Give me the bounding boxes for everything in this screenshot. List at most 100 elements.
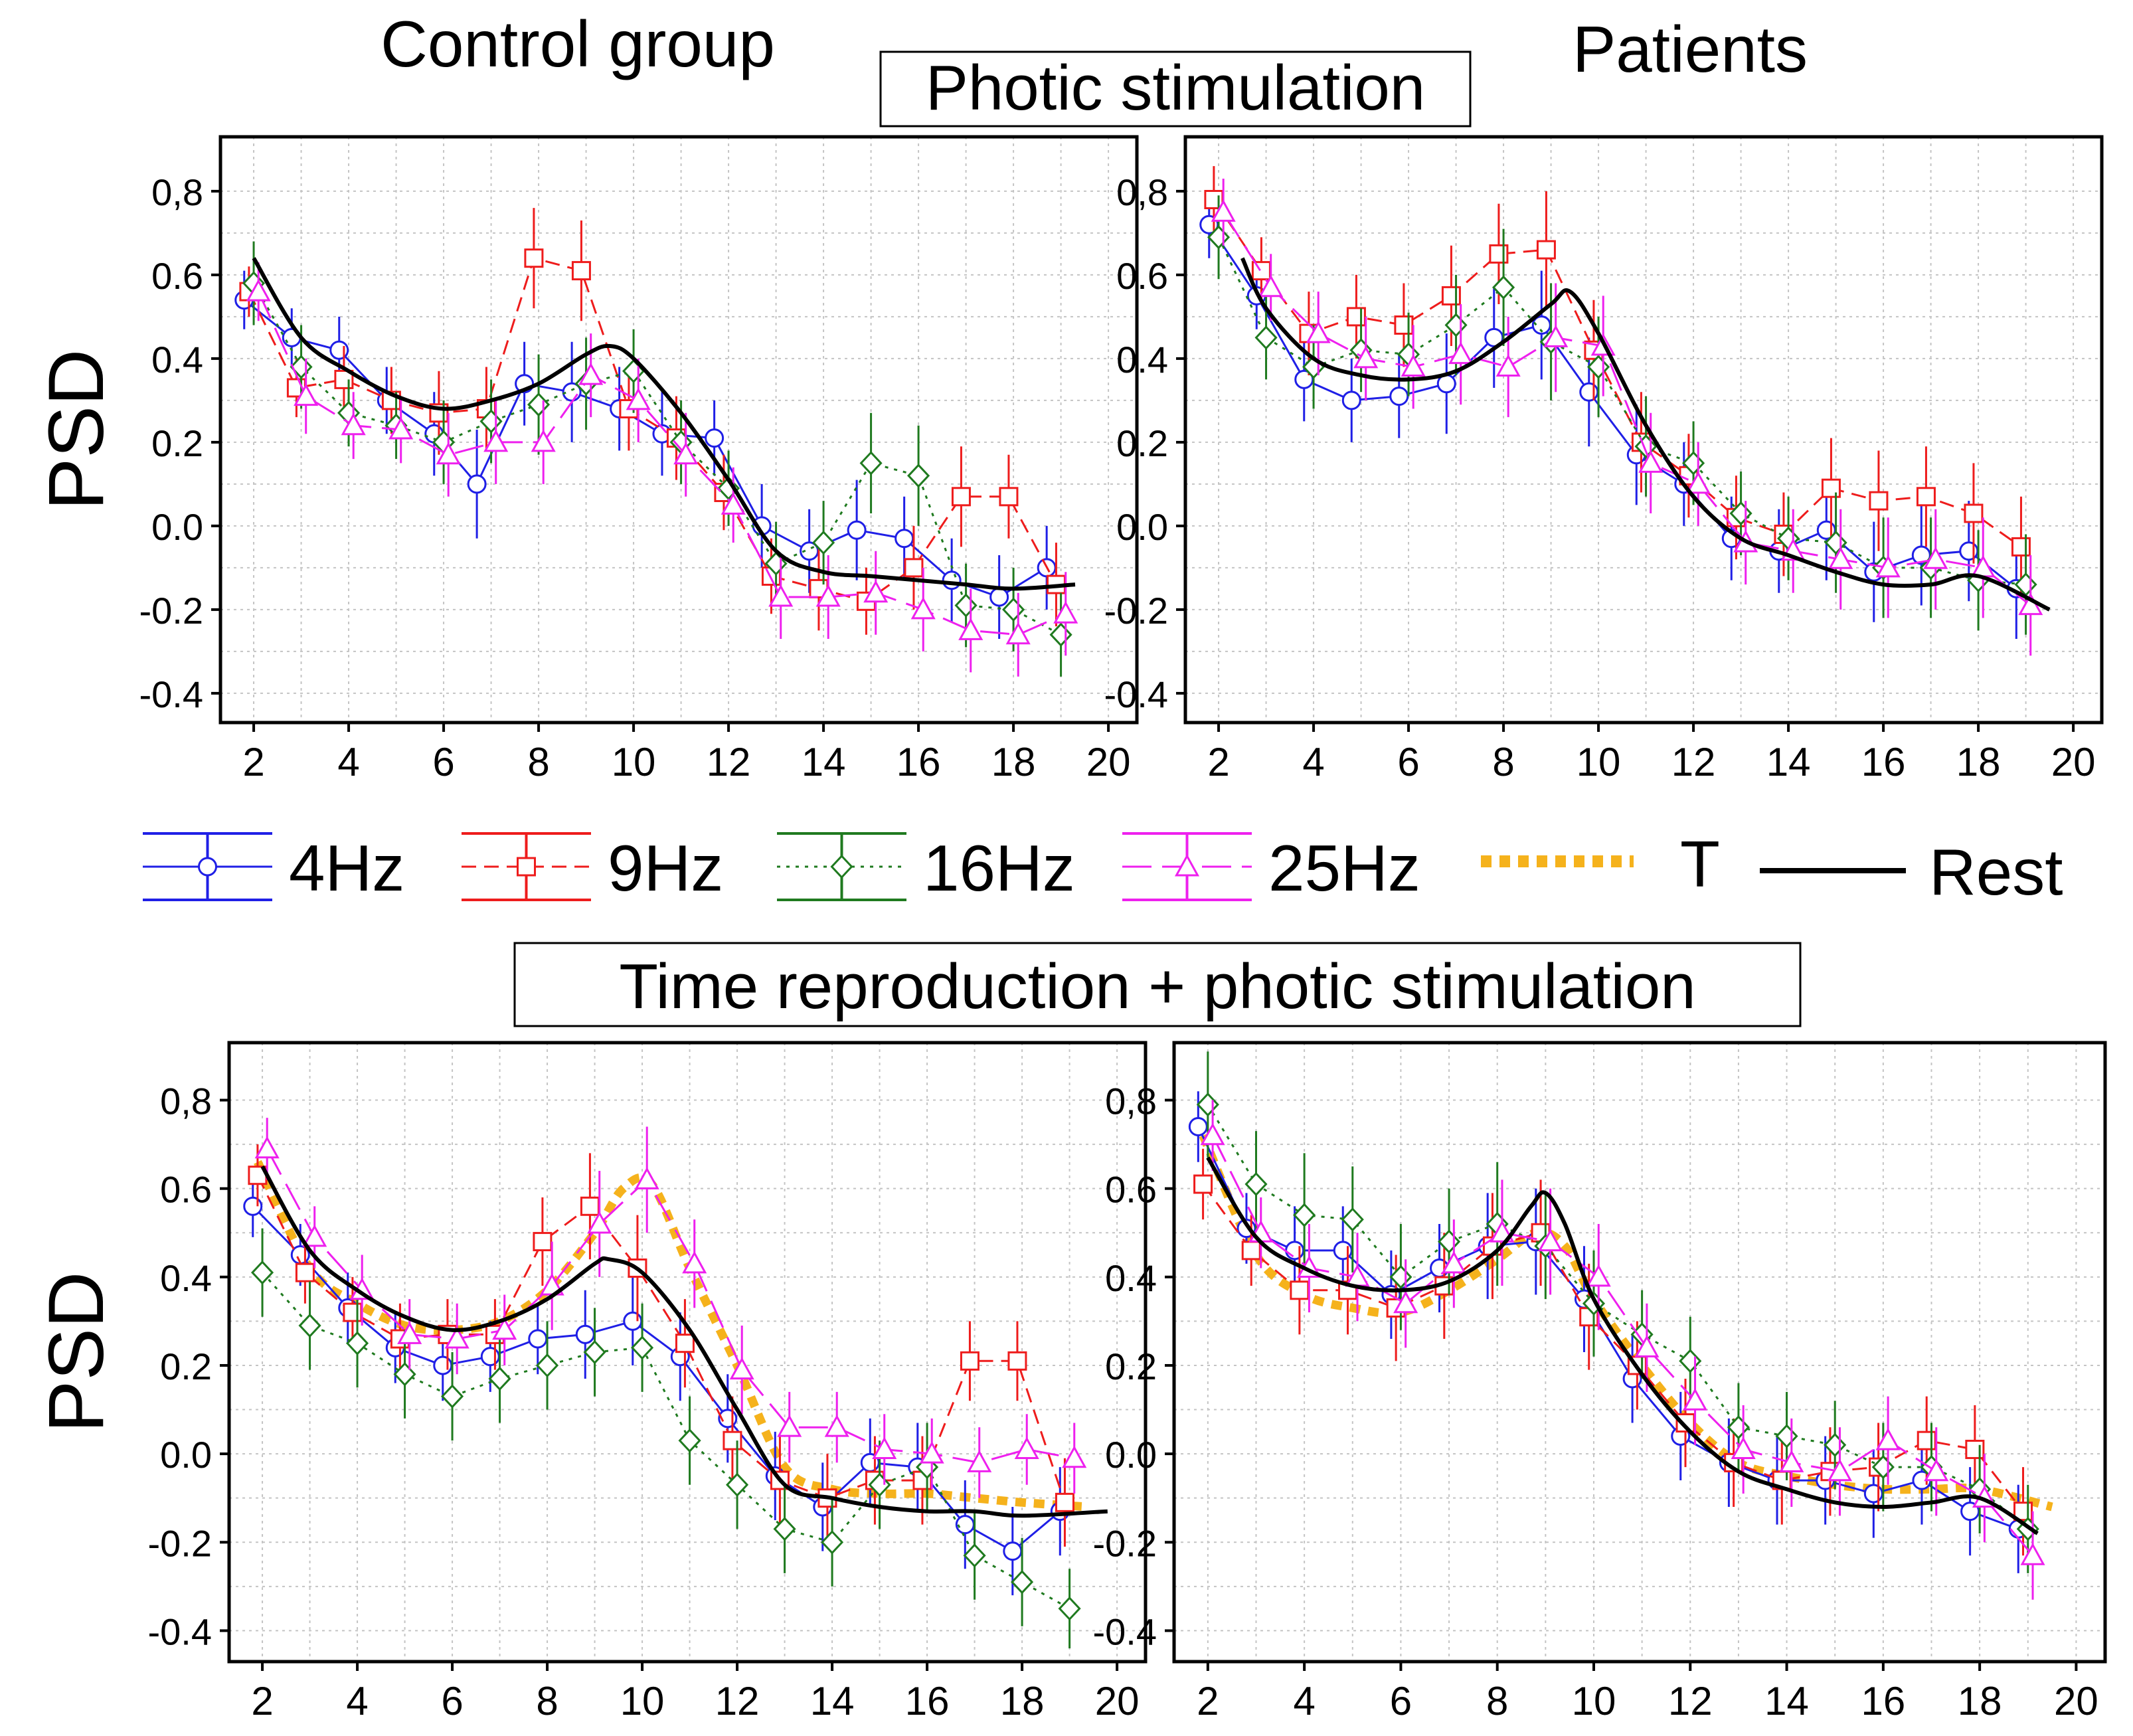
data-point [575,1324,595,1344]
y-tick-label: 0.6 [151,255,203,297]
curve-rest [1240,257,2051,612]
data-point [1062,1445,1087,1468]
data-point [243,1196,263,1216]
control-group-heading: Control group [381,7,775,80]
legend-item-rest: Rest [1760,835,2063,909]
x-tick-label: 20 [1095,1679,1140,1723]
data-point [388,416,414,440]
data-point [895,529,914,549]
data-point [859,451,883,476]
data-point [777,1415,802,1437]
data-point [1394,315,1414,335]
data-point [634,1167,659,1189]
data-point [951,487,971,507]
data-point [1285,1241,1305,1260]
data-point [1005,622,1031,645]
data-point [1003,1541,1023,1561]
data-point [958,618,983,640]
data-point [1682,1388,1708,1411]
data-point [1875,1428,1901,1450]
y-tick-label: -0.4 [139,673,204,715]
data-point [1306,320,1331,343]
series-rest [1206,1156,2039,1535]
data-point [768,584,794,607]
line-4hz [243,299,1047,598]
data-point [1964,503,1984,523]
data-point [1241,1241,1261,1260]
x-tick-label: 2 [1207,740,1229,784]
data-point [346,1331,369,1355]
y-tick-label: 0.4 [160,1257,212,1299]
data-point [1731,1436,1756,1459]
data-point [910,596,936,620]
data-point [967,1450,992,1472]
y-tick-label: 0,8 [1116,171,1168,213]
line-25hz [266,1148,1074,1464]
data-point [1863,1484,1883,1504]
data-point [397,1322,422,1344]
y-tick-label: 0.2 [1116,422,1168,464]
legend-label: 9Hz [608,831,723,905]
plot-frame [218,135,1139,725]
data-point [1492,275,1515,300]
x-tick-label: 4 [346,1679,368,1723]
series-25hz [254,1118,1087,1498]
data-point [623,1311,643,1331]
y-tick-label: 0.2 [1105,1345,1157,1387]
data-point [1393,1290,1418,1314]
data-point [531,429,556,452]
curve-rest [260,1165,1108,1518]
plot-frame [1183,135,2104,725]
data-point [1244,1172,1268,1197]
time-reproduction-title-box [513,942,1802,1027]
data-point [1489,244,1509,264]
x-tick-label: 8 [1486,1679,1508,1723]
x-tick-label: 6 [1397,740,1419,784]
panel-time-repro-control: 2 4 6 8 10 12 14 16 18 20 0,8 0.6 0.4 0.2 0.0 -0.2 -0.4 P… [33,1041,1148,1723]
data-point [580,1196,600,1216]
data-point [821,1530,844,1555]
y-tick-label: 0.6 [160,1169,212,1211]
x-tick-label: 18 [1000,1679,1045,1723]
x-tick-label: 14 [810,1679,855,1723]
data-point [907,464,930,488]
data-point [536,1353,559,1378]
line-9hz [248,256,1057,602]
data-point [904,558,924,578]
data-point [1965,1439,1985,1459]
data-point [1011,1569,1034,1595]
data-point [1204,190,1224,209]
data-point [872,1436,897,1459]
data-point [1346,307,1366,327]
data-point [1959,541,1979,561]
x-tick-label: 20 [1086,740,1131,784]
y-tick-label: 0.6 [1105,1169,1157,1211]
data-point [682,1251,707,1274]
data-point [467,474,487,494]
legend-item-t: T [1481,827,1720,901]
series-25hz [246,262,1078,677]
data-point [1495,354,1521,377]
data-point [329,340,349,360]
data-point [723,1431,742,1450]
x-tick-label: 12 [707,740,751,784]
data-point [1685,471,1711,494]
data-point [815,584,841,607]
data-point [488,1366,511,1391]
data-point [963,1543,986,1568]
data-point [1014,1436,1039,1459]
x-tick-label: 6 [1390,1679,1412,1723]
y-tick-label: 0,8 [1105,1081,1157,1122]
legend-item-25hz: 25Hz [1122,831,1420,905]
data-point [960,1351,980,1371]
data-point [295,1262,315,1282]
data-point [1923,547,1948,569]
data-point [824,1415,849,1437]
data-point [492,1317,517,1340]
x-tick-label: 4 [1302,740,1324,784]
y-tick-label: 0.4 [151,339,203,381]
data-point [254,1136,280,1159]
x-tick-label: 16 [905,1679,950,1723]
x-tick-label: 20 [2051,740,2096,784]
data-point [1875,555,1901,578]
